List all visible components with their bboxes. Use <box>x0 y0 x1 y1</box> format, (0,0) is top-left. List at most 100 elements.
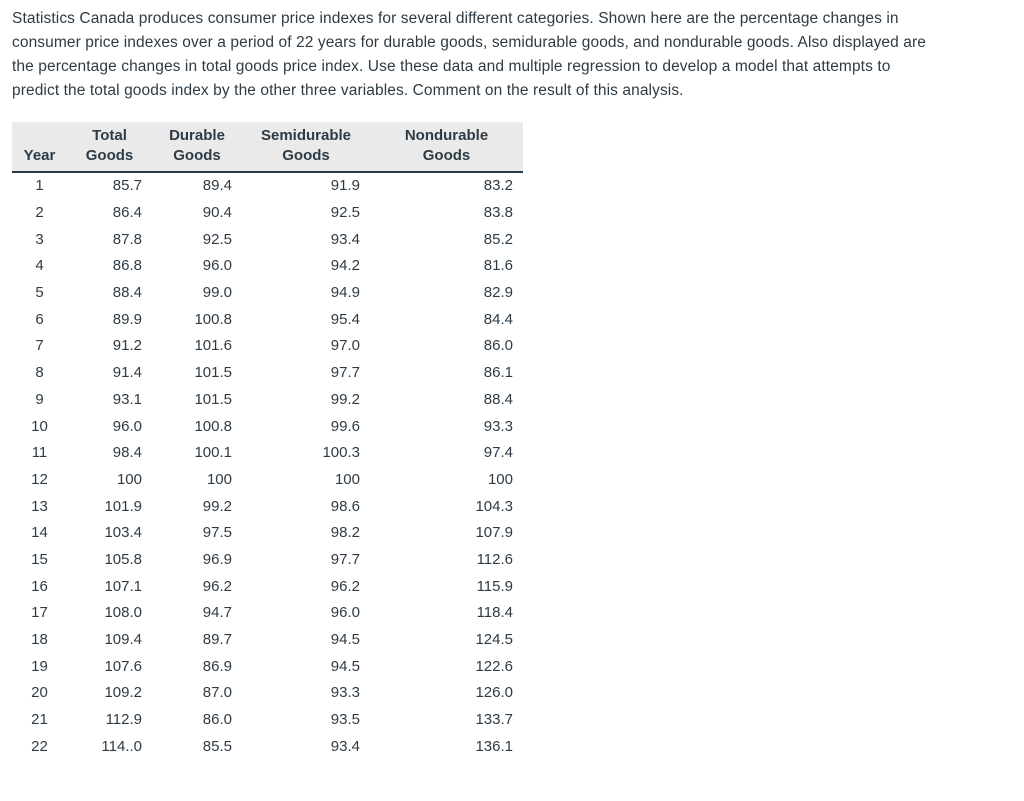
cell-total-goods: 96.0 <box>112 417 142 435</box>
cell-year: 5 <box>35 284 44 302</box>
cell-durable-goods: 100.8 <box>194 310 232 328</box>
table-row: 1 85.7 89.4 91.9 83.2 <box>12 172 523 200</box>
cell-durable-goods: 99.0 <box>202 284 232 302</box>
cell-semidurable-goods: 100.3 <box>322 444 360 462</box>
header-nondurable-goods: Nondurable Goods <box>370 122 523 173</box>
cell-durable-goods: 97.5 <box>202 524 232 542</box>
table-row: 10 96.0 100.8 99.6 93.3 <box>12 413 523 440</box>
problem-statement-line: Statistics Canada produces consumer pric… <box>12 10 899 27</box>
table-row: 8 91.4 101.5 97.7 86.1 <box>12 360 523 387</box>
cell-semidurable-goods: 94.5 <box>330 657 360 675</box>
cell-semidurable-goods: 97.7 <box>330 550 360 568</box>
cell-nondurable-goods: 97.4 <box>483 444 513 462</box>
cell-nondurable-goods: 122.6 <box>475 657 513 675</box>
cell-nondurable-goods: 124.5 <box>475 631 513 649</box>
table-row: 2 86.4 90.4 92.5 83.8 <box>12 200 523 227</box>
cell-durable-goods: 90.4 <box>202 204 232 222</box>
cell-year: 18 <box>31 631 48 649</box>
header-semidurable-goods: Semidurable Goods <box>242 122 370 173</box>
table-row: 13 101.9 99.2 98.6 104.3 <box>12 493 523 520</box>
cell-semidurable-goods: 96.2 <box>330 577 360 595</box>
table-row: 18 109.4 89.7 94.5 124.5 <box>12 627 523 654</box>
cell-durable-goods: 96.9 <box>202 550 232 568</box>
table-row: 3 87.8 92.5 93.4 85.2 <box>12 226 523 253</box>
table-row: 9 93.1 101.5 99.2 88.4 <box>12 387 523 414</box>
cell-semidurable-goods: 96.0 <box>330 604 360 622</box>
cell-semidurable-goods: 93.4 <box>330 737 360 755</box>
header-durable-goods: Durable Goods <box>152 122 242 173</box>
cell-total-goods: 109.2 <box>104 684 142 702</box>
problem-statement-line: the percentage changes in total goods pr… <box>12 58 891 75</box>
cell-nondurable-goods: 115.9 <box>476 577 513 595</box>
cell-durable-goods: 99.2 <box>202 497 232 515</box>
cell-durable-goods: 96.2 <box>202 577 232 595</box>
cell-durable-goods: 89.4 <box>202 177 232 195</box>
problem-statement-line: predict the total goods index by the oth… <box>12 82 684 99</box>
cell-total-goods: 107.1 <box>104 577 142 595</box>
cell-nondurable-goods: 93.3 <box>483 417 513 435</box>
cell-durable-goods: 100.1 <box>194 444 232 462</box>
cell-durable-goods: 86.9 <box>202 657 232 675</box>
cell-total-goods: 109.4 <box>104 631 142 649</box>
cell-year: 12 <box>31 470 48 488</box>
cell-semidurable-goods: 94.2 <box>330 257 360 275</box>
cell-year: 4 <box>35 257 44 275</box>
table-row: 11 98.4 100.1 100.3 97.4 <box>12 440 523 467</box>
cell-semidurable-goods: 93.3 <box>330 684 360 702</box>
cell-total-goods: 91.4 <box>112 364 142 382</box>
cell-year: 15 <box>31 550 48 568</box>
cell-year: 1 <box>35 177 44 195</box>
cell-semidurable-goods: 94.5 <box>330 631 360 649</box>
table-row: 6 89.9 100.8 95.4 84.4 <box>12 306 523 333</box>
cell-year: 11 <box>31 444 48 462</box>
header-total-goods: Total Goods <box>67 122 152 173</box>
cell-semidurable-goods: 99.6 <box>330 417 360 435</box>
cell-nondurable-goods: 136.1 <box>475 737 513 755</box>
cell-year: 17 <box>31 604 48 622</box>
table-row: 16 107.1 96.2 96.2 115.9 <box>12 573 523 600</box>
table-row: 7 91.2 101.6 97.0 86.0 <box>12 333 523 360</box>
table-header-row: Year Total Goods Durable Goods Semidurab… <box>12 122 523 173</box>
problem-statement: Statistics Canada produces consumer pric… <box>12 7 1016 103</box>
cell-nondurable-goods: 118.4 <box>476 604 513 622</box>
table-row: 15 105.8 96.9 97.7 112.6 <box>12 547 523 574</box>
cell-durable-goods: 101.6 <box>194 337 232 355</box>
table-body: 1 85.7 89.4 91.9 83.2 2 86.4 90.4 92.5 83.8 3 87.8 9… <box>12 172 523 760</box>
table-row: 17 108.0 94.7 96.0 118.4 <box>12 600 523 627</box>
table-row: 22 114..0 85.5 93.4 136.1 <box>12 733 523 760</box>
cell-nondurable-goods: 81.6 <box>483 257 513 275</box>
cell-durable-goods: 101.5 <box>194 364 232 382</box>
cell-total-goods: 98.4 <box>112 444 142 462</box>
cell-total-goods: 107.6 <box>104 657 142 675</box>
cell-durable-goods: 96.0 <box>202 257 232 275</box>
cell-total-goods: 88.4 <box>112 284 142 302</box>
cell-semidurable-goods: 100 <box>334 470 360 488</box>
cell-semidurable-goods: 98.2 <box>330 524 360 542</box>
cell-semidurable-goods: 97.7 <box>330 364 360 382</box>
cell-semidurable-goods: 95.4 <box>330 310 360 328</box>
cell-durable-goods: 89.7 <box>202 631 232 649</box>
cell-total-goods: 101.9 <box>104 497 142 515</box>
cell-year: 8 <box>35 364 44 382</box>
cpi-data-table: Year Total Goods Durable Goods Semidurab… <box>12 122 523 760</box>
cell-year: 20 <box>31 684 48 702</box>
cell-durable-goods: 94.7 <box>202 604 232 622</box>
cell-nondurable-goods: 82.9 <box>483 284 513 302</box>
cell-semidurable-goods: 99.2 <box>330 390 360 408</box>
cell-total-goods: 91.2 <box>112 337 142 355</box>
cell-nondurable-goods: 104.3 <box>475 497 513 515</box>
cell-year: 21 <box>31 711 48 729</box>
cell-nondurable-goods: 88.4 <box>483 390 513 408</box>
cell-total-goods: 114..0 <box>101 737 142 755</box>
table-row: 4 86.8 96.0 94.2 81.6 <box>12 253 523 280</box>
cell-total-goods: 100 <box>116 470 142 488</box>
cell-year: 7 <box>35 337 44 355</box>
cell-year: 10 <box>31 417 48 435</box>
cell-durable-goods: 87.0 <box>202 684 232 702</box>
cell-semidurable-goods: 91.9 <box>330 177 360 195</box>
cell-total-goods: 85.7 <box>112 177 142 195</box>
table-row: 12 100 100 100 100 <box>12 467 523 494</box>
cell-durable-goods: 92.5 <box>202 230 232 248</box>
cell-nondurable-goods: 112.6 <box>476 550 513 568</box>
table-row: 5 88.4 99.0 94.9 82.9 <box>12 280 523 307</box>
